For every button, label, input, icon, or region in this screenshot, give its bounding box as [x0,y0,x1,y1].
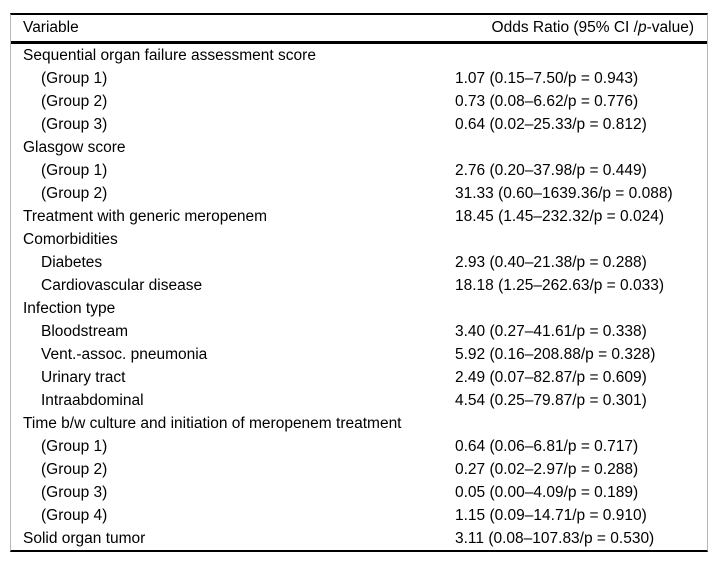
row-variable-label: (Group 1) [41,437,108,455]
table-row: Diabetes 2.93 (0.40–21.38/p = 0.288) [11,251,707,274]
row-variable-label: Treatment with generic meropenem [23,207,268,225]
row-odds-ratio-value: 18.18 (1.25–262.63/p = 0.033) [455,276,664,294]
row-odds-ratio-value: 18.45 (1.45–232.32/p = 0.024) [455,207,664,225]
row-variable-label: (Group 2) [41,92,108,110]
row-odds-ratio-value: 1.07 (0.15–7.50/p = 0.943) [455,69,639,87]
table-body: Sequential organ failure assessment scor… [11,44,707,550]
row-variable-label: (Group 4) [41,506,108,524]
table-row: Intraabdominal 4.54 (0.25–79.87/p = 0.30… [11,389,707,412]
table-row: Treatment with generic meropenem 18.45 (… [11,205,707,228]
row-odds-ratio-value: 5.92 (0.16–208.88/p = 0.328) [455,345,656,363]
table-row: (Group 1) 2.76 (0.20–37.98/p = 0.449) [11,159,707,182]
row-variable-label: Cardiovascular disease [41,276,203,294]
table-row: Comorbidities [11,228,707,251]
row-odds-ratio-value: 0.64 (0.06–6.81/p = 0.717) [455,437,639,455]
row-variable-label: Infection type [23,299,116,317]
table-row: (Group 2) 0.27 (0.02–2.97/p = 0.288) [11,458,707,481]
table-row: (Group 1) 1.07 (0.15–7.50/p = 0.943) [11,67,707,90]
table-header-row: Variable Odds Ratio (95% CI /p-value) [11,15,707,44]
row-variable-label: Glasgow score [23,138,126,156]
row-variable-label: Bloodstream [41,322,129,340]
row-variable-label: (Group 2) [41,184,108,202]
row-variable-label: Solid organ tumor [23,529,146,547]
header-odds-ratio: Odds Ratio (95% CI /p-value) [492,19,707,37]
table-row: Vent.-assoc. pneumonia 5.92 (0.16–208.88… [11,343,707,366]
table-row: (Group 3) 0.64 (0.02–25.33/p = 0.812) [11,113,707,136]
header-odds-suffix: -value) [646,19,694,36]
table-row: (Group 3) 0.05 (0.00–4.09/p = 0.189) [11,481,707,504]
header-variable: Variable [23,19,79,36]
row-variable-label: Sequential organ failure assessment scor… [23,46,316,64]
row-odds-ratio-value: 0.73 (0.08–6.62/p = 0.776) [455,92,639,110]
row-odds-ratio-value: 3.11 (0.08–107.83/p = 0.530) [455,529,655,547]
row-odds-ratio-value: 4.54 (0.25–79.87/p = 0.301) [455,391,647,409]
row-variable-label: (Group 3) [41,115,108,133]
table-row: Time b/w culture and initiation of merop… [11,412,707,435]
header-p-symbol: p [637,19,647,36]
row-variable-label: Intraabdominal [41,391,144,409]
row-odds-ratio-value: 2.49 (0.07–82.87/p = 0.609) [455,368,647,386]
row-odds-ratio-value: 31.33 (0.60–1639.36/p = 0.088) [455,184,673,202]
row-odds-ratio-value: 2.93 (0.40–21.38/p = 0.288) [455,253,647,271]
row-odds-ratio-value: 0.05 (0.00–4.09/p = 0.189) [455,483,639,501]
row-odds-ratio-value: 0.64 (0.02–25.33/p = 0.812) [455,115,647,133]
row-variable-label: (Group 1) [41,161,108,179]
table-row: (Group 1) 0.64 (0.06–6.81/p = 0.717) [11,435,707,458]
row-variable-label: Urinary tract [41,368,126,386]
table-row: Glasgow score [11,136,707,159]
row-odds-ratio-value: 3.40 (0.27–41.61/p = 0.338) [455,322,647,340]
row-variable-label: Time b/w culture and initiation of merop… [23,414,402,432]
row-odds-ratio-value: 0.27 (0.02–2.97/p = 0.288) [455,460,639,478]
row-odds-ratio-value: 2.76 (0.20–37.98/p = 0.449) [455,161,647,179]
row-variable-label: (Group 1) [41,69,108,87]
table-row: (Group 2) 31.33 (0.60–1639.36/p = 0.088) [11,182,707,205]
table-row: Cardiovascular disease 18.18 (1.25–262.6… [11,274,707,297]
table-row: (Group 4) 1.15 (0.09–14.71/p = 0.910) [11,504,707,527]
row-variable-label: Diabetes [41,253,103,271]
table-row: (Group 2) 0.73 (0.08–6.62/p = 0.776) [11,90,707,113]
table-row: Sequential organ failure assessment scor… [11,44,707,67]
table-row: Solid organ tumor 3.11 (0.08–107.83/p = … [11,527,707,550]
header-odds-prefix: Odds Ratio (95% CI / [491,19,638,36]
table-row: Urinary tract 2.49 (0.07–82.87/p = 0.609… [11,366,707,389]
row-odds-ratio-value: 1.15 (0.09–14.71/p = 0.910) [455,506,647,524]
row-variable-label: Vent.-assoc. pneumonia [41,345,208,363]
row-variable-label: (Group 3) [41,483,108,501]
table-row: Bloodstream 3.40 (0.27–41.61/p = 0.338) [11,320,707,343]
odds-ratio-table: Variable Odds Ratio (95% CI /p-value) Se… [10,13,708,552]
table-row: Infection type [11,297,707,320]
row-variable-label: Comorbidities [23,230,118,248]
row-variable-label: (Group 2) [41,460,108,478]
